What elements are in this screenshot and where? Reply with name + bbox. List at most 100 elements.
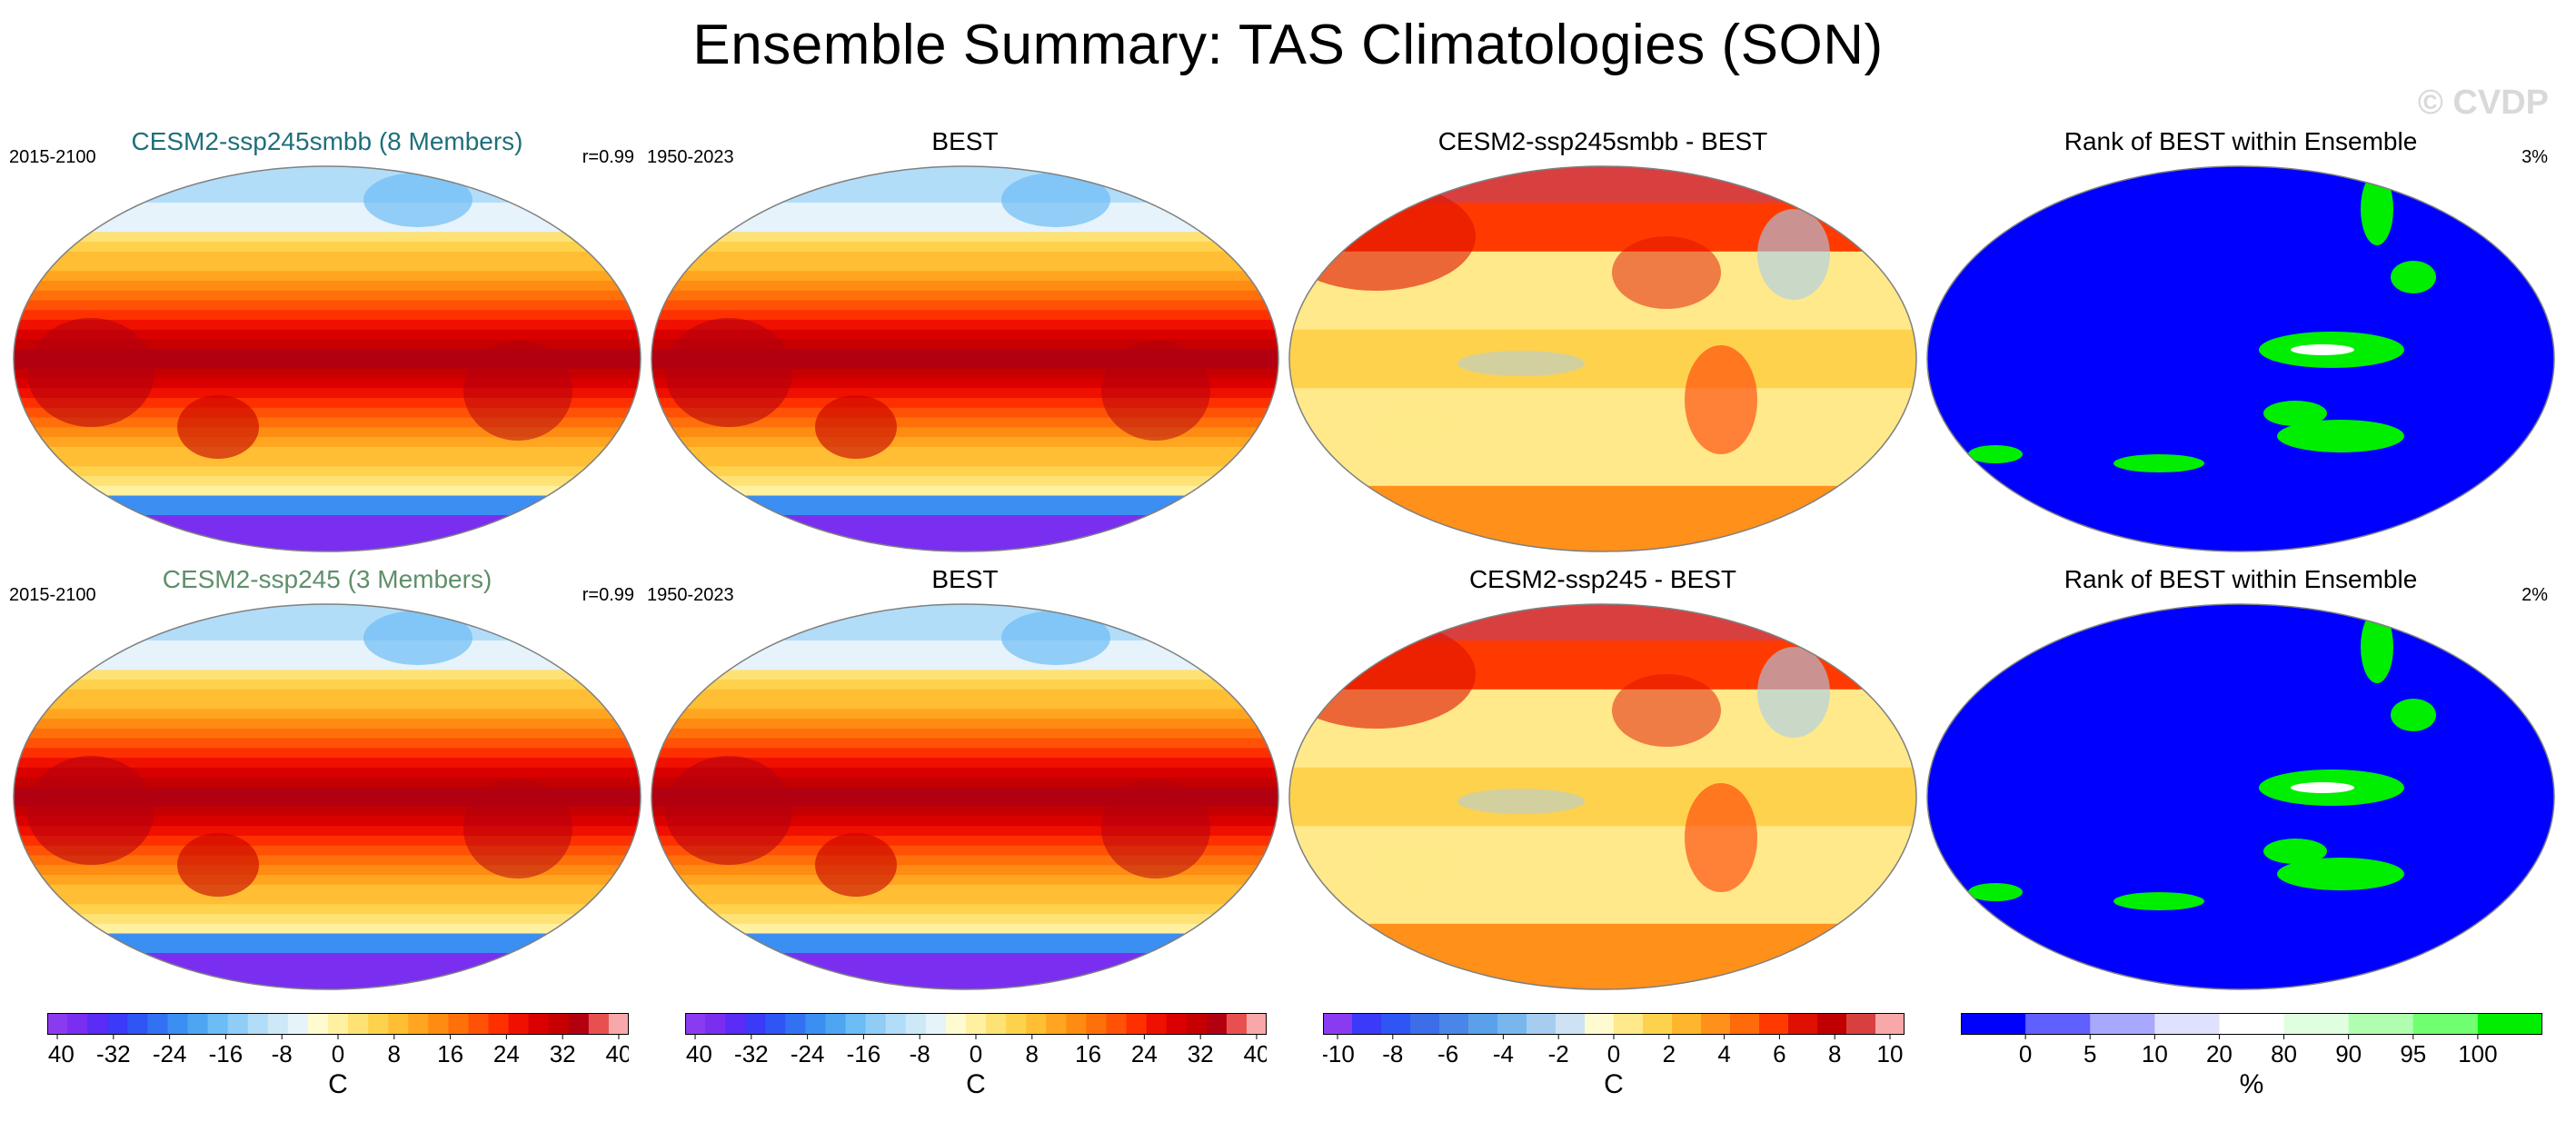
temperature-band xyxy=(14,310,641,322)
temperature-band xyxy=(1927,797,2554,808)
temperature-band xyxy=(14,251,641,263)
map-field xyxy=(1289,166,1916,551)
pattern-correlation-label: r=0.99 xyxy=(582,585,634,605)
temperature-band xyxy=(1289,904,1916,916)
rank-region-high xyxy=(2361,611,2393,683)
temperature-band xyxy=(651,767,1278,779)
temperature-band xyxy=(651,748,1278,760)
temperature-band xyxy=(14,748,641,760)
temperature-band xyxy=(651,777,1278,789)
temperature-band xyxy=(1927,670,2554,681)
temperature-band xyxy=(651,359,1278,370)
rank-percent-label: 3% xyxy=(2521,147,2548,167)
colorbar-swatch xyxy=(588,1013,610,1035)
temperature-band xyxy=(651,855,1278,867)
colorbar-tick-label: -24 xyxy=(791,1040,825,1067)
warm-region xyxy=(815,833,897,897)
map-outline xyxy=(651,165,1279,552)
colorbar-tick-label: 0 xyxy=(2019,1040,2032,1067)
colorbar-swatch xyxy=(67,1013,88,1035)
panel-model-1-climatology: CESM2-ssp245smbb (8 Members) 2015-2100 r… xyxy=(9,127,645,554)
cold-region xyxy=(1001,611,1110,665)
temperature-band xyxy=(1289,670,1916,681)
temperature-band xyxy=(14,738,641,750)
panel-difference-2: CESM2-ssp245 - BEST xyxy=(1285,565,1921,992)
colorbar-swatch xyxy=(1875,1013,1905,1035)
colorbar-tick-label: 4 xyxy=(1717,1040,1730,1067)
temperature-band xyxy=(651,183,1278,194)
rank-region-high xyxy=(2114,892,2204,910)
temperature-band xyxy=(1289,339,1916,351)
colorbar-swatch xyxy=(1730,1013,1760,1035)
temperature-band xyxy=(651,787,1278,799)
colorbar-climatology-1: -40 -32 -24 -16 -8 0 8 16 24 32 40 C xyxy=(47,1013,629,1104)
colorbar-swatch xyxy=(1246,1013,1267,1035)
colorbar-swatch xyxy=(745,1013,766,1035)
temperature-band xyxy=(14,767,641,779)
temperature-band xyxy=(14,670,641,681)
panel-rank-1: Rank of BEST within Ensemble 3% xyxy=(1923,127,2559,554)
colorbar-swatch xyxy=(227,1013,249,1035)
temperature-band xyxy=(1289,427,1916,439)
colorbar-swatch xyxy=(2154,1013,2220,1035)
temperature-band xyxy=(651,515,1278,526)
neutral-region xyxy=(1376,409,1448,445)
period-label: 1950-2023 xyxy=(647,147,734,167)
temperature-band xyxy=(14,388,641,399)
temperature-band xyxy=(1289,203,1916,213)
temperature-band xyxy=(14,604,641,612)
temperature-band xyxy=(1289,183,1916,194)
colorbar-tick-label: 10 xyxy=(1877,1040,1904,1067)
temperature-band xyxy=(1927,923,2554,935)
panel-difference-1: CESM2-ssp245smbb - BEST xyxy=(1285,127,1921,554)
temperature-band xyxy=(1927,378,2554,390)
temperature-band xyxy=(1289,787,1916,799)
warm-region xyxy=(665,756,792,865)
temperature-band xyxy=(14,943,641,955)
temperature-band xyxy=(651,816,1278,828)
colorbar-tick-label: -8 xyxy=(1382,1040,1403,1067)
temperature-band xyxy=(651,378,1278,390)
temperature-band xyxy=(1927,894,2554,906)
temperature-band xyxy=(1289,689,1916,700)
warm-region xyxy=(27,756,154,865)
colorbar-tick-label: -10 xyxy=(1323,1040,1355,1067)
temperature-band xyxy=(651,845,1278,857)
colorbar-tick-label: 8 xyxy=(388,1040,401,1067)
temperature-band xyxy=(651,166,1278,174)
temperature-band xyxy=(1927,495,2554,507)
temperature-band xyxy=(14,699,641,710)
temperature-band xyxy=(651,875,1278,886)
temperature-band xyxy=(1289,650,1916,661)
colorbar-swatch xyxy=(2090,1013,2155,1035)
temperature-band xyxy=(1927,251,2554,263)
colorbar-swatch xyxy=(187,1013,209,1035)
temperature-band xyxy=(1289,446,1916,458)
temperature-band xyxy=(14,339,641,351)
temperature-band xyxy=(1927,193,2554,204)
temperature-band xyxy=(651,534,1278,546)
temperature-band xyxy=(651,242,1278,253)
period-label: 1950-2023 xyxy=(647,585,734,605)
map-outline xyxy=(13,603,642,990)
temperature-band xyxy=(651,466,1278,478)
temperature-band xyxy=(651,388,1278,399)
panel-title: Rank of BEST within Ensemble xyxy=(2064,127,2418,155)
temperature-band xyxy=(651,923,1278,935)
temperature-band xyxy=(651,670,1278,681)
colorbar-unit: C xyxy=(966,1069,986,1099)
colorbar-swatch xyxy=(1643,1013,1673,1035)
temperature-band xyxy=(14,836,641,847)
temperature-band xyxy=(651,933,1278,945)
temperature-band xyxy=(14,797,641,808)
temperature-band xyxy=(1927,417,2554,429)
colorbar-svg: -10 -8 -6 -4 -2 0 2 4 6 8 10 xyxy=(1323,1013,1905,1067)
temperature-band xyxy=(1927,806,2554,818)
temperature-band xyxy=(14,826,641,837)
colorbar-tick-label: -40 xyxy=(47,1040,75,1067)
rank-region-high xyxy=(2263,839,2327,864)
colorbar-swatch xyxy=(1323,1013,1353,1035)
colorbar-swatch xyxy=(685,1013,706,1035)
colorbar-svg: -40 -32 -24 -16 -8 0 8 16 24 32 40 xyxy=(685,1013,1267,1067)
temperature-band xyxy=(14,515,641,526)
